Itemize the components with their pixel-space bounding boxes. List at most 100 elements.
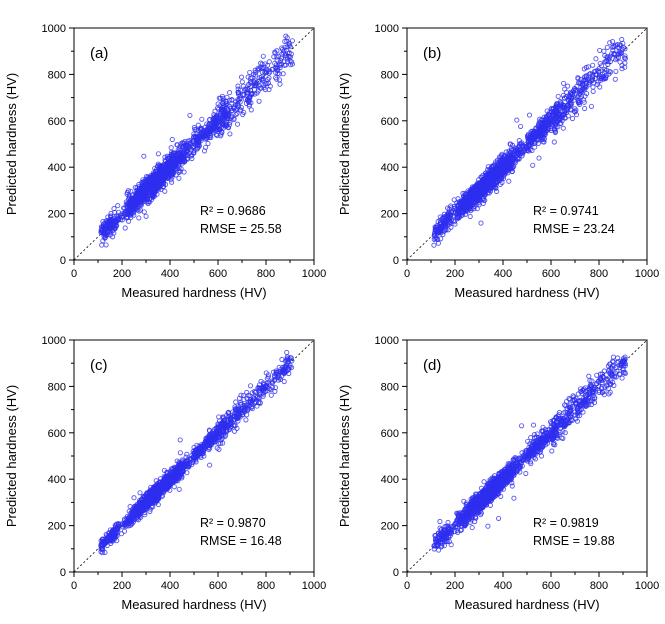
data-point [218,133,224,139]
data-point [580,80,586,86]
y-tick-label: 0 [393,255,399,267]
data-point [266,75,272,81]
data-point [209,442,215,448]
data-point [125,214,131,220]
data-point [226,110,232,116]
data-point [164,165,170,171]
data-point [545,122,551,128]
data-point [224,123,230,129]
data-point [205,140,211,147]
data-point [223,110,229,116]
data-point [516,138,522,144]
data-point [115,217,121,223]
data-point [226,411,232,417]
data-point [256,98,262,104]
data-point [590,62,596,68]
x-tick-label: 200 [113,268,131,280]
data-point [581,99,587,105]
data-point [227,131,233,137]
data-point [488,177,494,183]
data-point [248,79,254,85]
data-point [460,209,466,215]
data-point [215,105,221,111]
data-point [184,148,190,154]
data-point [555,111,562,118]
data-point [466,194,472,200]
data-point [431,233,437,239]
data-point [169,179,175,185]
data-point [278,57,284,64]
data-point [497,166,503,173]
data-point [187,138,193,144]
data-point [552,127,558,133]
data-point [589,77,595,83]
data-point [137,490,143,496]
data-point [551,139,557,145]
data-point [259,69,265,75]
data-point [561,80,567,86]
data-point [518,123,524,129]
data-point [214,115,220,121]
data-point [589,71,595,77]
data-point [99,227,105,233]
data-point [553,111,559,117]
x-tick-label: 800 [590,268,608,280]
data-point [277,81,283,87]
x-tick-label: 400 [494,268,512,280]
data-point [602,75,608,81]
data-point [506,154,512,160]
data-point [556,116,563,122]
data-point [189,155,195,162]
data-point [560,92,566,98]
data-point [174,474,181,480]
data-point [275,377,281,383]
y-tick-label: 600 [381,116,399,128]
data-point [230,417,236,423]
data-point [198,125,204,131]
data-point [231,428,238,434]
data-point [613,68,619,74]
x-tick-label: 1000 [302,268,326,280]
data-point [622,46,628,52]
data-point [539,131,545,137]
y-tick-label: 200 [48,209,66,221]
x-tick-label: 600 [542,268,560,280]
data-point [272,385,278,391]
data-point [167,160,173,166]
panel-a: 0 0 200 200 400 400 600 600 800 800 1000 1000 Measur… [0,0,332,312]
data-point [448,209,455,215]
data-point [618,50,625,56]
data-point [581,97,587,103]
data-point [576,80,582,86]
data-point [128,212,134,218]
data-point [554,101,560,107]
data-point [583,64,589,71]
data-point [213,121,219,127]
data-point [469,196,476,202]
data-point [569,115,576,122]
data-point [158,182,164,188]
data-point [609,39,616,45]
y-axis-title: Predicted hardness (HV) [4,73,19,215]
data-point [456,200,462,207]
data-point [456,206,462,212]
data-point [257,85,263,91]
data-point [238,107,244,113]
data-point [170,157,176,163]
data-point [583,73,589,79]
data-point [555,93,561,99]
x-tick-label: 200 [446,268,464,280]
data-point [174,142,180,148]
data-point [147,192,153,198]
data-point [249,390,255,396]
data-point [119,211,125,217]
data-point [501,157,507,163]
data-point [150,192,157,198]
data-point [201,453,207,459]
data-point [607,40,613,46]
data-point [121,528,128,534]
data-point [532,132,538,139]
data-point [155,151,161,157]
data-point [147,508,153,514]
data-point [514,117,520,123]
